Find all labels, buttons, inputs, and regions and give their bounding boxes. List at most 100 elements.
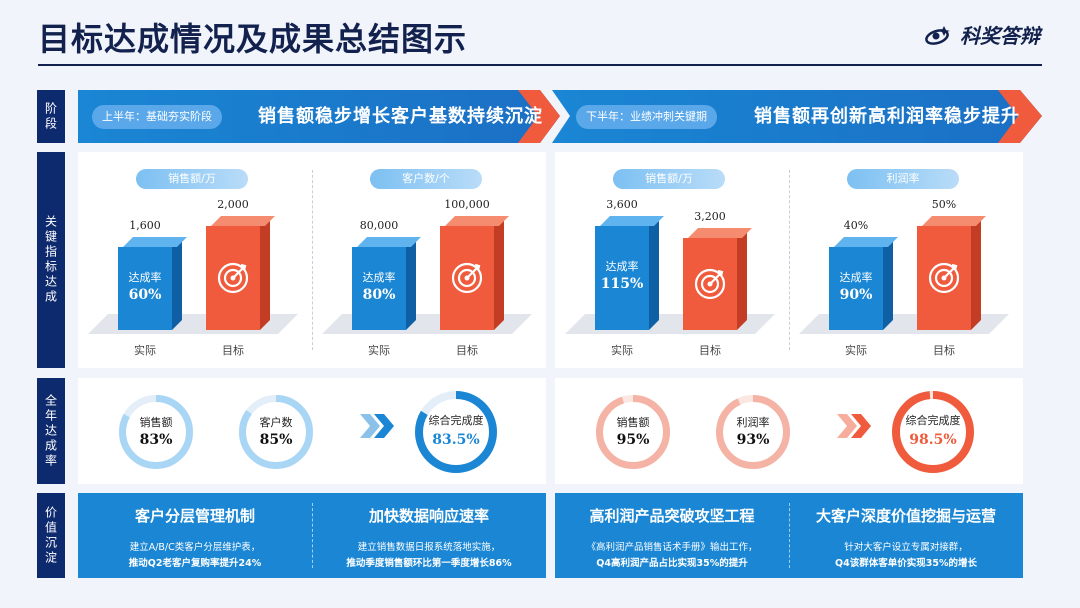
bar-top-face — [211, 216, 275, 226]
row-label-kpi: 关键指标达成 — [37, 152, 65, 368]
phase-banner-first: 上半年：基础夯实阶段 销售额稳步增长客户基数持续沉淀 — [78, 90, 560, 143]
row-label-value: 价值沉淀 — [37, 493, 65, 578]
ring-gauge — [239, 395, 313, 469]
bar-side-face — [971, 216, 981, 330]
banner-arrow-shape — [78, 90, 560, 143]
target-icon — [217, 262, 249, 294]
ring-value: 83% — [139, 432, 173, 448]
value-item-title: 高利润产品突破攻坚工程 — [589, 507, 755, 525]
value-item-result: Q4高利润产品占比实现35%的提升 — [596, 558, 748, 569]
bar-top-face — [600, 216, 664, 226]
kpi-metric-tag: 销售额/万 — [613, 169, 725, 189]
ring-value: 85% — [259, 432, 293, 448]
ring-sales: 销售额 95% — [595, 394, 671, 470]
ring-label: 综合完成度 — [905, 414, 961, 427]
kpi-group: 利润率 40% 实际 达成率 90% 50% 目标 — [789, 152, 1023, 368]
bar-top-face — [357, 237, 421, 247]
actual-value-label: 1,600 — [129, 219, 161, 232]
rate-value: 90% — [839, 286, 873, 303]
logo-text: 科奖答辩 — [960, 24, 1040, 48]
ring-gauge — [596, 395, 670, 469]
phase-tag: 上半年：基础夯实阶段 — [92, 105, 222, 129]
row-label-stage: 阶段 — [37, 90, 65, 143]
swirl-icon — [925, 25, 950, 45]
value-item-desc: 《高利润产品销售话术手册》输出工作， — [586, 542, 758, 553]
ring-label: 销售额 — [139, 416, 173, 429]
phase-tag: 下半年：业绩冲刺关键期 — [576, 105, 717, 129]
actual-axis-label: 实际 — [845, 344, 867, 357]
phase-headline: 销售额再创新高利润率稳步提升 — [754, 106, 1020, 127]
kpi-group: 销售额/万 3,600 实际 达成率 115% 3,200 目标 — [555, 152, 789, 368]
banner-arrow-shape — [552, 90, 1042, 143]
ring-value: 98.5% — [909, 432, 957, 448]
actual-value-label: 40% — [843, 219, 869, 232]
actual-bar — [118, 237, 187, 330]
ring-label: 利润率 — [736, 416, 770, 429]
kpi-metric-tag: 利润率 — [847, 169, 959, 189]
target-value-label: 50% — [931, 198, 957, 211]
ring-profit: 利润率 93% — [715, 394, 791, 470]
ring-gauge — [716, 395, 790, 469]
target-icon — [451, 262, 483, 294]
ring-gauge — [892, 391, 974, 473]
value-item-desc: 建立销售数据日报系统落地实施， — [357, 542, 501, 553]
actual-bar — [595, 216, 664, 330]
rate-label: 达成率 — [128, 270, 162, 284]
ring-customers: 客户数 85% — [238, 394, 314, 470]
ring-gauge — [415, 391, 497, 473]
ring-label: 销售额 — [616, 416, 650, 429]
rate-label: 达成率 — [362, 270, 396, 284]
phase-banner-second: 下半年：业绩冲刺关键期 销售额再创新高利润率稳步提升 — [552, 90, 1042, 143]
rate-value: 115% — [600, 276, 644, 292]
value-panel-first-half: 客户分层管理机制 建立A/B/C类客户分层维护表， 推动Q2老客户复购率提升24… — [78, 493, 546, 578]
bar-front-face — [118, 247, 172, 330]
value-item: 客户分层管理机制 建立A/B/C类客户分层维护表， 推动Q2老客户复购率提升24… — [78, 493, 312, 578]
value-item-desc: 针对大客户设立专属对接群， — [844, 542, 968, 553]
actual-bar — [352, 237, 421, 330]
rate-value: 80% — [362, 286, 396, 303]
ring-label: 客户数 — [259, 416, 293, 429]
rate-label: 达成率 — [839, 270, 873, 284]
value-item-title: 加快数据响应速率 — [368, 507, 489, 525]
target-icon — [694, 268, 726, 300]
annual-rate-panel-second-half: 销售额 95% 利润率 93% 综合完成度 98.5% — [555, 378, 1023, 484]
target-axis-label: 目标 — [222, 344, 244, 357]
bar-front-face — [352, 247, 406, 330]
value-item-title: 大客户深度价值挖掘与运营 — [815, 507, 996, 525]
bar-side-face — [649, 216, 659, 330]
ring-overall: 综合完成度 98.5% — [891, 390, 975, 474]
bar-side-face — [494, 216, 504, 330]
logo: 科奖答辩 — [924, 20, 1040, 49]
kpi-panel-first-half: 销售额/万 1,600 实际 达成率 60% 2,000 目标 客户数/个 80,000 实际 达成… — [78, 152, 546, 368]
ring-value: 93% — [736, 432, 770, 448]
kpi-metric-tag: 客户数/个 — [370, 169, 482, 189]
value-item: 大客户深度价值挖掘与运营 针对大客户设立专属对接群， Q4该群体客单价实现35%… — [789, 493, 1023, 578]
row-label-annual: 全年达成率 — [37, 378, 65, 484]
ring-overall: 综合完成度 83.5% — [414, 390, 498, 474]
target-icon — [928, 262, 960, 294]
ring-label: 综合完成度 — [428, 414, 484, 427]
rate-label: 达成率 — [605, 260, 639, 273]
ring-sales: 销售额 83% — [118, 394, 194, 470]
kpi-panel-second-half: 销售额/万 3,600 实际 达成率 115% 3,200 目标 利润率 40% 实际 达成率 90%… — [555, 152, 1023, 368]
actual-value-label: 3,600 — [606, 198, 638, 211]
bar-front-face — [595, 226, 649, 330]
bar-top-face — [445, 216, 509, 226]
rate-value: 60% — [128, 286, 162, 303]
value-item-desc: 建立A/B/C类客户分层维护表， — [129, 542, 261, 553]
actual-axis-label: 实际 — [368, 344, 390, 357]
target-axis-label: 目标 — [699, 344, 721, 357]
bar-top-face — [688, 228, 752, 238]
ring-value: 83.5% — [432, 432, 480, 448]
bar-top-face — [922, 216, 986, 226]
bar-top-face — [834, 237, 898, 247]
value-panel-second-half: 高利润产品突破攻坚工程 《高利润产品销售话术手册》输出工作， Q4高利润产品占比… — [555, 493, 1023, 578]
bar-side-face — [172, 237, 182, 330]
actual-axis-label: 实际 — [611, 344, 633, 357]
target-value-label: 100,000 — [444, 198, 490, 211]
value-item-title: 客户分层管理机制 — [134, 507, 255, 525]
value-item: 加快数据响应速率 建立销售数据日报系统落地实施， 推动季度销售额环比第一季度增长… — [312, 493, 546, 578]
bar-top-face — [123, 237, 187, 247]
value-item-result: Q4该群体客单价实现35%的增长 — [835, 558, 977, 569]
chevrons-right-icon — [837, 414, 871, 438]
